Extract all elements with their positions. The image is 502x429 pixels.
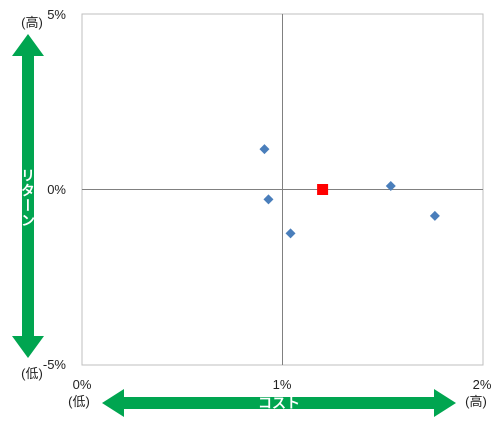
data-point [259, 144, 270, 155]
y-tick-labels: 5% 0% -5% [43, 7, 67, 372]
x-tick-labels: 0% 1% 2% [73, 377, 492, 392]
data-point [285, 228, 296, 239]
x-low-label: (低) [68, 394, 90, 409]
data-point [385, 180, 396, 191]
x-tick-label: 2% [473, 377, 492, 392]
y-high-label: (高) [21, 15, 43, 30]
return-arrow-label: リターン [20, 168, 36, 228]
return-arrow [12, 34, 44, 358]
y-tick-label: -5% [43, 357, 67, 372]
y-tick-label: 5% [47, 7, 66, 22]
data-point [263, 194, 274, 205]
highlight-point [317, 184, 329, 195]
cost-arrow-label: コスト [258, 395, 300, 411]
data-points [259, 144, 440, 239]
y-low-label: (低) [21, 366, 43, 381]
x-tick-label: 0% [73, 377, 92, 392]
y-tick-label: 0% [47, 182, 66, 197]
x-tick-label: 1% [273, 377, 292, 392]
data-point [429, 210, 440, 221]
x-high-label: (高) [465, 394, 487, 409]
cost-arrow [102, 389, 456, 417]
